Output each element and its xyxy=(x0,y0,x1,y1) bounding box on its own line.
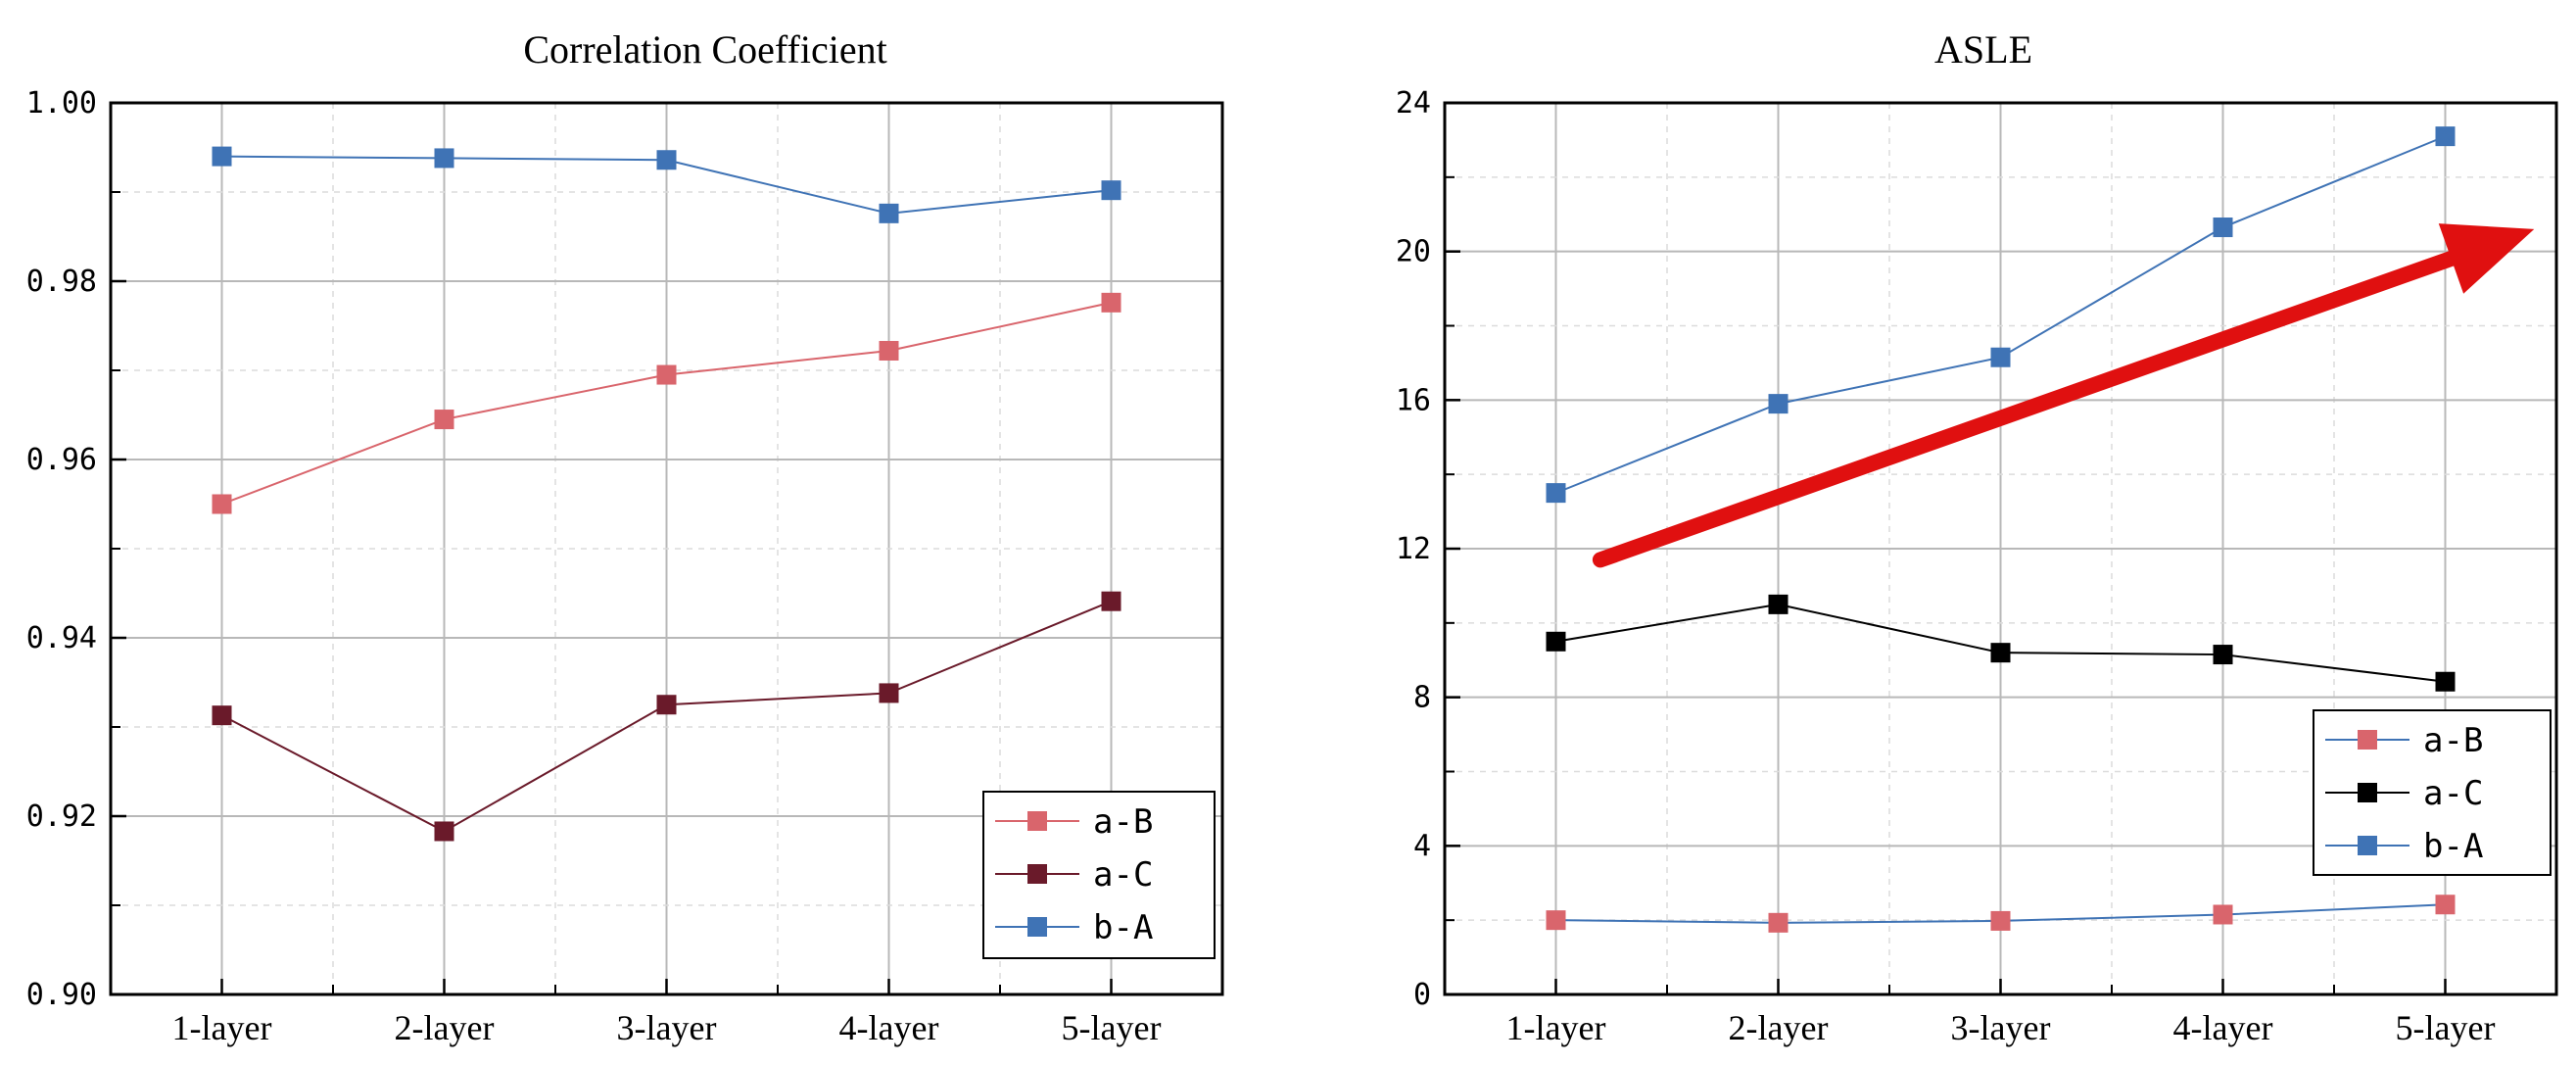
chart-title: ASLE xyxy=(1934,27,2032,72)
legend-marker-a-B xyxy=(1027,811,1047,831)
legend-marker-a-C xyxy=(2358,783,2377,802)
data-point-b-A xyxy=(434,148,454,169)
y-tick-label: 0 xyxy=(1413,978,1431,1012)
data-point-a-C xyxy=(2213,645,2233,665)
data-point-a-C xyxy=(434,821,454,842)
legend-marker-b-A xyxy=(2358,836,2377,855)
y-tick-label: 20 xyxy=(1396,235,1431,269)
data-point-b-A xyxy=(656,150,677,170)
data-point-a-B xyxy=(1768,912,1789,933)
trend-arrow-head xyxy=(2438,223,2535,294)
correlation-chart: Correlation Coefficient 1-layer 2-layer 3-… xyxy=(26,27,1224,1047)
data-point-a-C xyxy=(1101,591,1121,611)
data-point-b-A xyxy=(1101,180,1121,201)
data-point-a-B xyxy=(1101,292,1121,313)
legend-label: a-B xyxy=(1093,802,1153,842)
data-point-a-C xyxy=(1546,631,1566,652)
asle-chart: ASLE 1-layer 2-layer 3-layer 4-layer 5-layer… xyxy=(1396,27,2558,1047)
y-tick-label: 0.94 xyxy=(26,621,97,655)
data-point-a-B xyxy=(1990,910,2011,931)
y-tick-label: 4 xyxy=(1413,829,1431,863)
x-tick-label: 2-layer xyxy=(1729,1008,1829,1047)
x-tick-label: 5-layer xyxy=(2396,1008,2496,1047)
x-tick-label: 1-layer xyxy=(172,1008,272,1047)
legend-label: b-A xyxy=(1093,908,1153,947)
y-tick-label: 12 xyxy=(1396,532,1431,566)
legend-label: a-B xyxy=(2423,721,2483,760)
data-point-a-B xyxy=(656,364,677,385)
y-tick-label: 0.98 xyxy=(26,265,97,299)
data-point-b-A xyxy=(2213,218,2233,238)
x-tick-label: 3-layer xyxy=(1951,1008,2051,1047)
y-tick-label: 8 xyxy=(1413,681,1431,715)
legend-label: b-A xyxy=(2423,827,2483,866)
data-point-a-C xyxy=(2435,671,2456,692)
data-point-b-A xyxy=(879,203,899,223)
legend-label: a-C xyxy=(1093,855,1153,895)
data-point-a-C xyxy=(212,705,232,726)
data-point-a-C xyxy=(1990,643,2011,663)
x-tick-label: 3-layer xyxy=(617,1008,717,1047)
y-tick-label: 1.00 xyxy=(26,86,97,121)
chart-title: Correlation Coefficient xyxy=(523,27,886,72)
legend-marker-a-C xyxy=(1027,864,1047,884)
data-point-b-A xyxy=(1768,394,1789,414)
data-point-a-B xyxy=(1546,910,1566,931)
y-tick-label: 0.92 xyxy=(26,799,97,834)
legend-marker-b-A xyxy=(1027,917,1047,937)
data-point-b-A xyxy=(2435,126,2456,147)
data-point-a-B xyxy=(2435,895,2456,915)
y-tick-label: 16 xyxy=(1396,383,1431,417)
data-point-a-B xyxy=(212,494,232,514)
y-tick-label: 24 xyxy=(1396,86,1431,121)
data-point-b-A xyxy=(212,146,232,167)
data-point-a-C xyxy=(879,683,899,703)
x-tick-label: 1-layer xyxy=(1506,1008,1606,1047)
data-point-a-B xyxy=(879,340,899,361)
data-point-a-B xyxy=(2213,904,2233,925)
data-point-b-A xyxy=(1546,483,1566,504)
data-point-a-B xyxy=(434,410,454,430)
y-tick-label: 0.96 xyxy=(26,443,97,477)
y-tick-label: 0.90 xyxy=(26,978,97,1012)
x-tick-label: 2-layer xyxy=(395,1008,495,1047)
trend-arrow-shaft xyxy=(1592,250,2459,568)
data-point-b-A xyxy=(1990,347,2011,367)
data-point-a-C xyxy=(656,695,677,715)
x-tick-label: 4-layer xyxy=(839,1008,939,1047)
x-tick-label: 4-layer xyxy=(2173,1008,2273,1047)
data-point-a-C xyxy=(1768,594,1789,614)
x-tick-label: 5-layer xyxy=(1062,1008,1162,1047)
legend-marker-a-B xyxy=(2358,730,2377,750)
legend-label: a-C xyxy=(2423,774,2483,813)
